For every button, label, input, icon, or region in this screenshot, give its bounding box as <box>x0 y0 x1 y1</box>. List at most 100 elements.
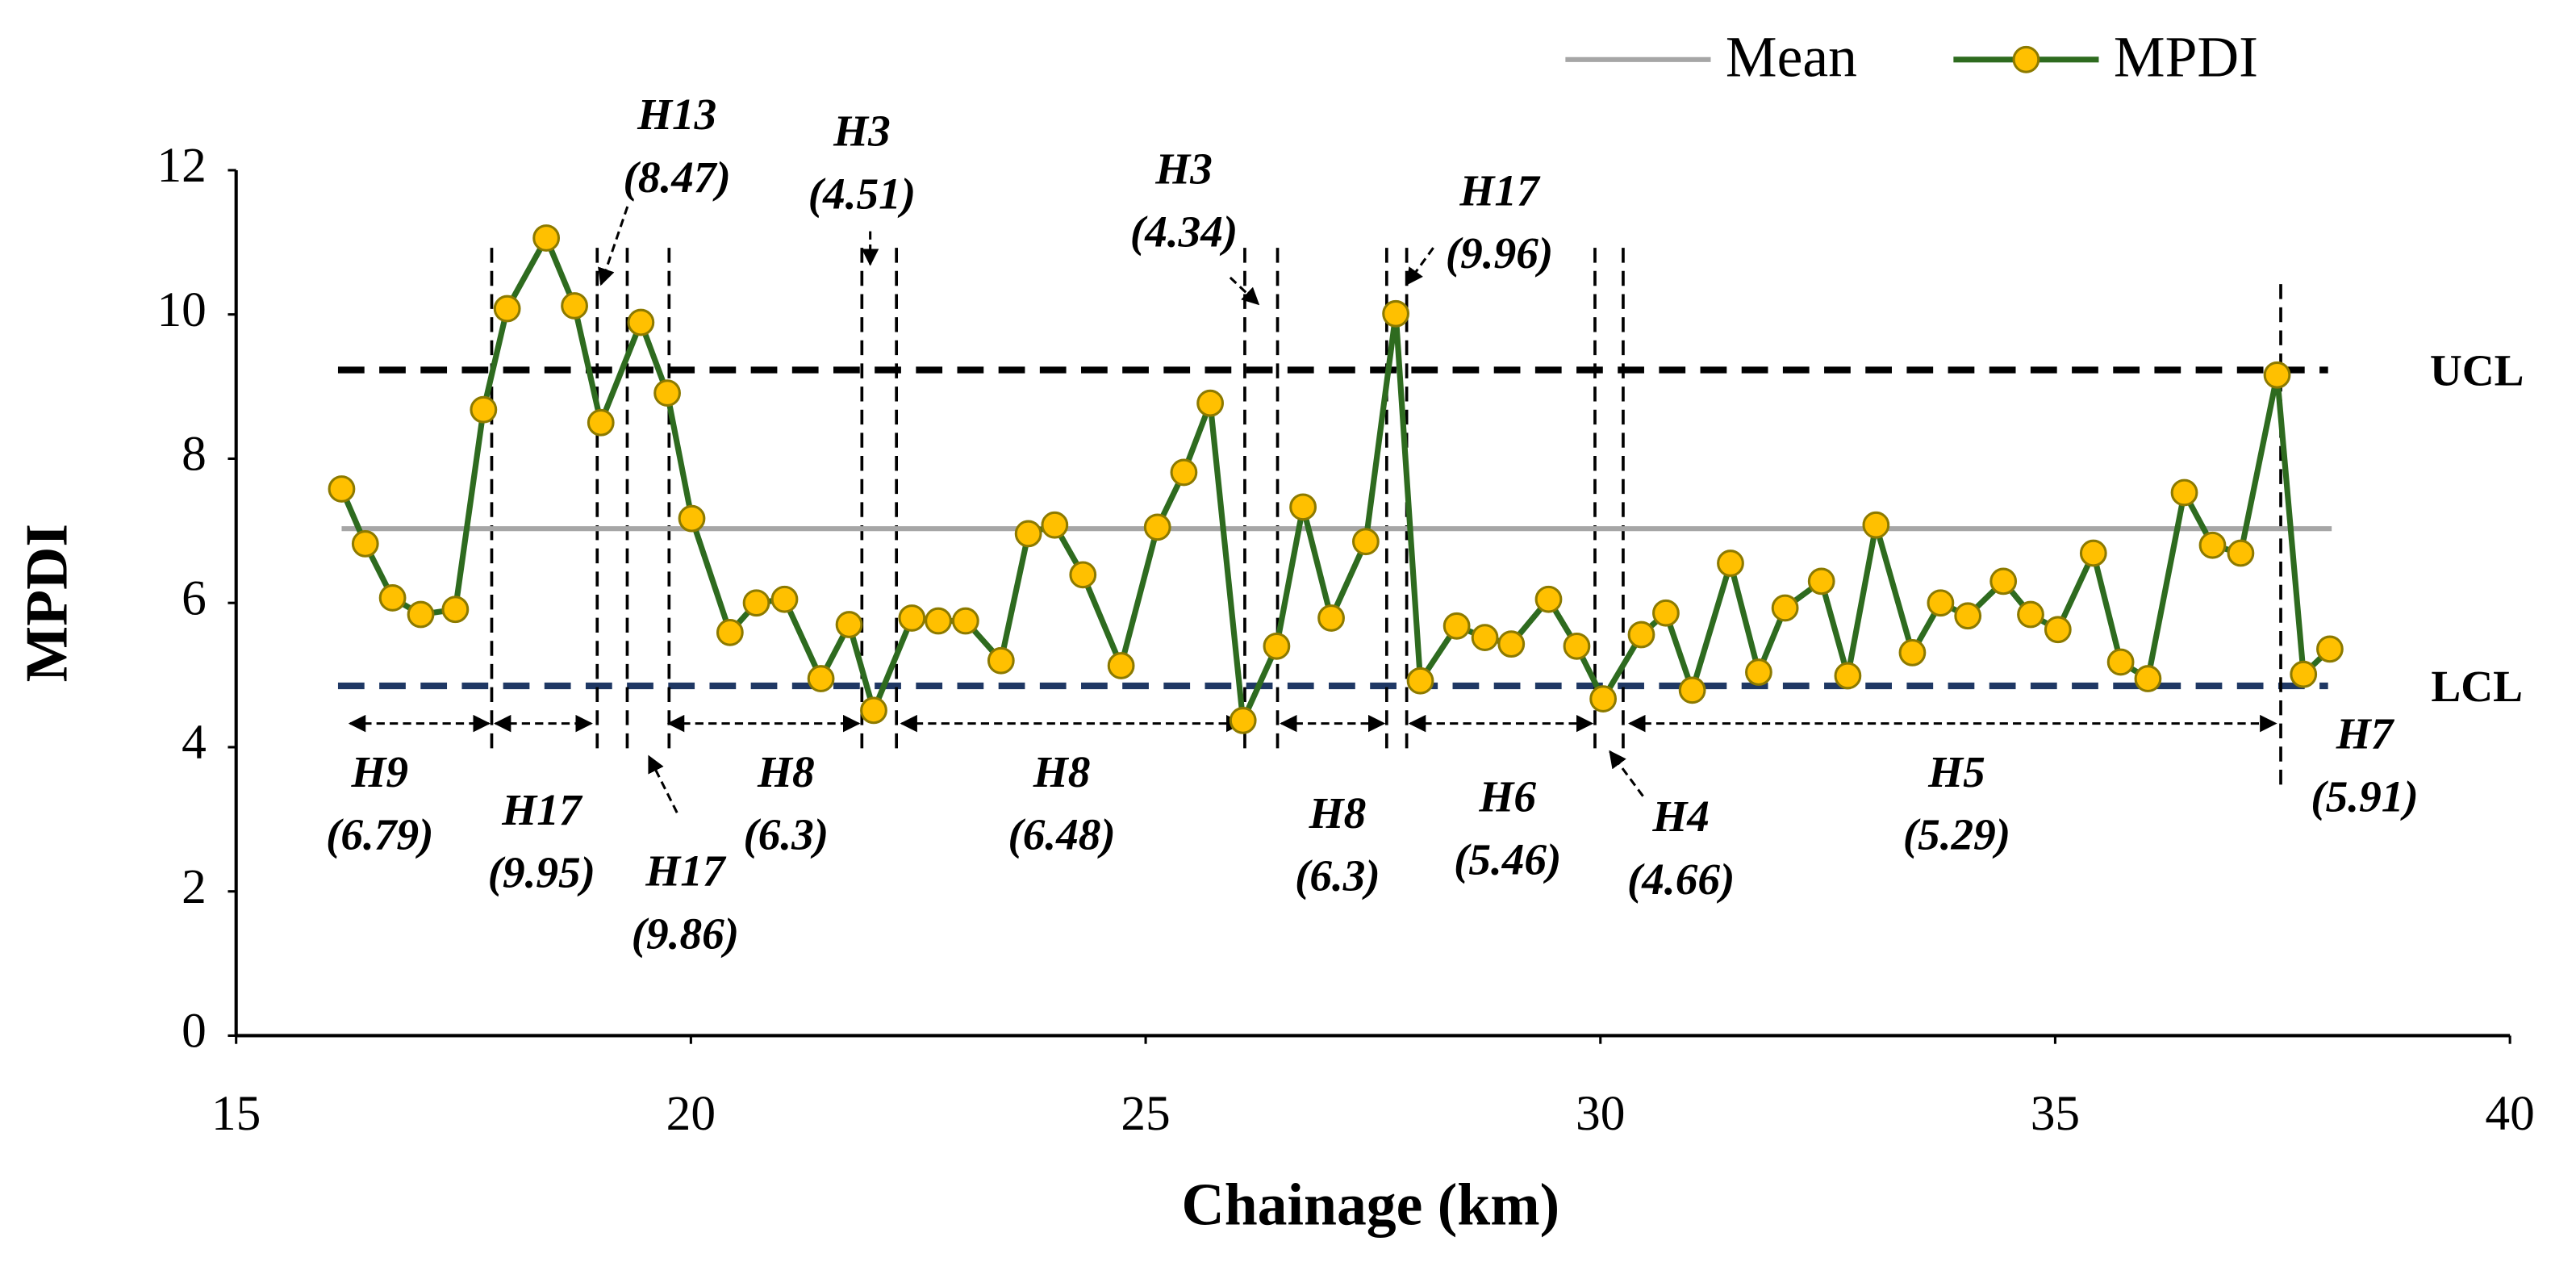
mpdi-marker <box>2017 600 2044 629</box>
mpdi-marker <box>1534 585 1563 613</box>
pointer-arrow <box>598 206 629 286</box>
mpdi-marker <box>1771 594 1799 622</box>
mpdi-marker <box>627 308 655 336</box>
mpdi-marker <box>1989 567 2018 595</box>
annotation-label: H9 <box>350 747 408 796</box>
annotation-label: H13 <box>637 90 716 139</box>
mpdi-marker <box>770 585 799 613</box>
mpdi-marker <box>1442 612 1471 640</box>
annotation-note: (9.96) <box>1446 228 1554 278</box>
mpdi-marker <box>1406 667 1434 695</box>
x-tick-label: 25 <box>1121 1086 1170 1141</box>
mpdi-marker <box>1497 630 1526 658</box>
mpdi-marker <box>835 611 863 638</box>
mpdi-marker <box>1954 602 1982 630</box>
mpdi-marker <box>987 646 1015 675</box>
y-axis-label: MPDI <box>13 524 79 682</box>
pointer-arrow <box>1229 276 1260 306</box>
legend-marker <box>2012 45 2040 73</box>
mpdi-marker <box>1898 638 1927 667</box>
mpdi-marker <box>2134 665 2162 692</box>
mpdi-marker <box>860 696 887 725</box>
annotation-label: H8 <box>1033 747 1091 796</box>
mpdi-marker <box>2263 361 2291 389</box>
mpdi-marker <box>378 584 407 612</box>
annotation-label: H8 <box>1309 788 1367 838</box>
annotation-label: H3 <box>833 107 891 156</box>
mpdi-marker <box>1107 652 1135 679</box>
annotation-note: (4.51) <box>808 169 916 218</box>
mpdi-marker <box>328 475 356 503</box>
y-tick-label: 10 <box>157 282 206 337</box>
legend-label: Mean <box>1726 25 1857 89</box>
annotation-note: (6.79) <box>326 810 434 859</box>
mpdi-marker <box>407 600 435 629</box>
mpdi-marker <box>1807 567 1835 595</box>
mpdi-marker <box>1627 621 1655 649</box>
mpdi-marker <box>441 595 470 624</box>
annotation-label: H17 <box>645 846 727 896</box>
mpdi-marker <box>1289 493 1317 521</box>
mpdi-marker <box>925 607 952 635</box>
annotation-note: (5.29) <box>1903 810 2011 859</box>
annotation-note: (5.46) <box>1454 834 1562 884</box>
annotation-label: H17 <box>501 785 583 834</box>
y-tick-label: 2 <box>182 859 207 914</box>
mpdi-marker <box>1229 707 1257 734</box>
mpdi-marker <box>1263 632 1291 660</box>
annotation-note: (6.3) <box>1295 851 1380 901</box>
y-tick-label: 0 <box>182 1004 207 1059</box>
annotation-note: (6.48) <box>1008 810 1116 859</box>
mpdi-marker <box>678 504 706 533</box>
annotation-label: H17 <box>1459 165 1541 215</box>
mpdi-marker <box>2044 616 2072 644</box>
mpdi-marker <box>2106 648 2135 676</box>
reference-label: LCL <box>2431 662 2523 711</box>
annotation-note: (4.66) <box>1627 855 1735 904</box>
mpdi-marker <box>2290 660 2318 688</box>
x-tick-label: 40 <box>2485 1086 2534 1141</box>
annotation-label: H7 <box>2336 709 2395 758</box>
y-tick-label: 6 <box>182 570 207 625</box>
mpdi-marker <box>1317 604 1345 632</box>
mpdi-marker <box>470 395 498 424</box>
mpdi-marker <box>1143 513 1171 541</box>
mpdi-marker <box>351 530 379 558</box>
x-tick-label: 35 <box>2031 1086 2080 1141</box>
mpdi-marker <box>1196 389 1224 417</box>
y-tick-label: 8 <box>182 427 207 482</box>
mpdi-marker <box>1563 632 1591 660</box>
mpdi-marker <box>1862 511 1890 539</box>
annotation-label: H3 <box>1154 144 1213 194</box>
mpdi-marker <box>1069 561 1097 589</box>
annotation-note: (9.86) <box>632 909 740 958</box>
mpdi-marker <box>951 607 979 635</box>
mpdi-marker <box>1834 662 1862 690</box>
mpdi-marker <box>587 408 615 437</box>
mpdi-marker <box>1652 599 1680 627</box>
annotation-note: (5.91) <box>2311 772 2419 821</box>
mpdi-marker <box>1589 685 1618 712</box>
y-tick-label: 12 <box>157 138 206 193</box>
mpdi-marker <box>1041 511 1069 539</box>
annotation-label: H6 <box>1478 772 1536 821</box>
mpdi-marker <box>1717 550 1744 577</box>
mpdi-marker <box>561 292 588 320</box>
mpdi-marker <box>1170 458 1198 487</box>
x-axis-label: Chainage (km) <box>1182 1171 1560 1237</box>
mpdi-marker <box>1352 528 1380 556</box>
mpdi-marker <box>742 589 770 617</box>
annotation-note: (6.3) <box>743 810 829 859</box>
mpdi-marker <box>2198 531 2227 559</box>
mpdi-marker <box>2079 539 2107 567</box>
annotation-note: (4.34) <box>1130 207 1238 257</box>
mpdi-marker <box>2227 539 2255 567</box>
annotation-label: H8 <box>757 747 815 796</box>
mpdi-marker <box>493 295 521 323</box>
mpdi-marker <box>653 379 681 407</box>
mpdi-marker <box>807 665 835 692</box>
mpdi-marker <box>1471 624 1499 651</box>
mpdi-marker <box>1382 299 1409 328</box>
pointer-arrow <box>1609 750 1644 797</box>
